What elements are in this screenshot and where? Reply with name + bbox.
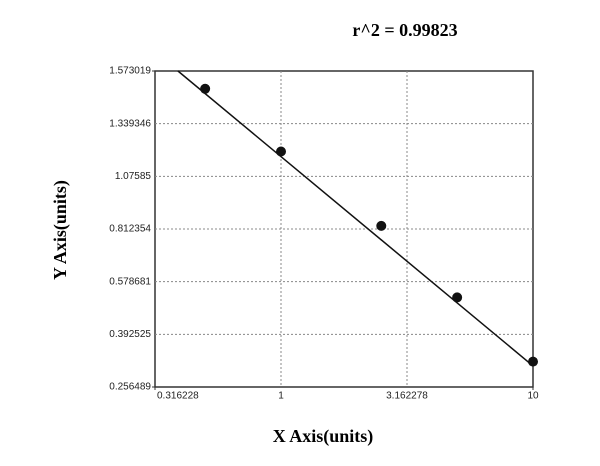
fit-line xyxy=(177,70,534,367)
data-point xyxy=(452,292,463,303)
y-tick-label: 0.812354 xyxy=(109,224,151,235)
data-point xyxy=(275,146,286,157)
y-tick-label: 1.573019 xyxy=(109,66,151,77)
y-axis-label: Y Axis(units) xyxy=(50,180,71,280)
data-point xyxy=(528,356,538,367)
x-tick-label: 3.162278 xyxy=(386,391,428,402)
x-axis-label: X Axis(units) xyxy=(273,426,374,447)
data-point xyxy=(376,220,387,231)
chart-title: r^2 = 0.99823 xyxy=(352,20,457,40)
data-point xyxy=(200,83,211,94)
y-tick-label: 1.339346 xyxy=(109,118,151,129)
x-tick-label: 1 xyxy=(278,391,284,402)
y-tick-label: 0.256489 xyxy=(109,382,151,393)
y-tick-label: 0.578681 xyxy=(109,276,151,287)
y-tick-label: 0.392525 xyxy=(109,329,151,340)
y-tick-label: 1.07585 xyxy=(115,171,152,182)
x-tick-label: 0.316228 xyxy=(157,391,199,402)
x-tick-label: 10 xyxy=(527,391,539,402)
